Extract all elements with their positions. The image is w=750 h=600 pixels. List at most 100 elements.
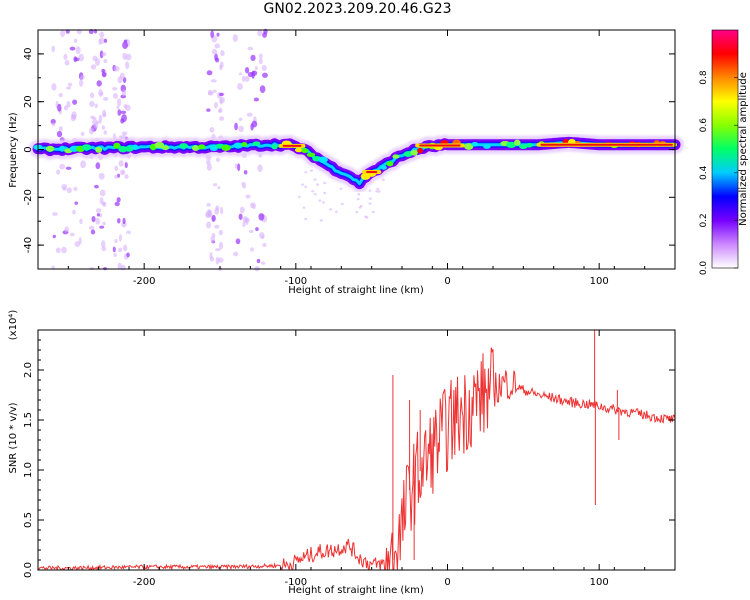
noise-speckle [238,72,243,76]
noise-speckle [257,164,263,173]
noise-speckle [334,210,338,213]
noise-speckle [237,163,241,172]
noise-speckle [66,101,71,108]
colorbar-tick-label: 0.8 [699,70,709,85]
top-y-tick-label: 20 [23,95,34,108]
noise-speckle [322,201,326,204]
noise-speckle [101,246,107,252]
noise-speckle [205,210,212,218]
top-y-tick-label: -40 [23,237,34,253]
spectral-ridge [29,133,684,193]
noise-speckle [206,203,211,207]
noise-speckle [124,104,131,111]
noise-speckle [241,75,246,83]
noise-speckle [261,64,267,72]
noise-speckle [357,192,361,196]
noise-speckle [252,202,256,210]
noise-speckle [258,53,263,59]
noise-speckle [64,59,70,66]
noise-speckle [90,229,96,235]
noise-speckle [96,213,100,217]
noise-speckle [51,122,56,127]
noise-speckle [118,160,124,167]
noise-speckle [232,34,238,42]
ridge-blob [154,141,165,149]
ridge-blob [386,161,394,167]
noise-speckle [121,89,127,97]
noise-speckle [259,85,266,94]
noise-speckle [368,197,372,200]
noise-speckle [339,187,343,190]
noise-speckle [210,235,215,243]
ridge-blob [233,142,244,149]
noise-speckle [319,219,323,222]
noise-speckle [99,189,106,197]
noise-speckle [316,183,320,186]
noise-speckle [365,216,369,219]
noise-speckle [91,216,96,223]
noise-speckle [238,125,244,133]
noise-speckle [72,209,76,215]
noise-speckle [126,230,132,235]
noise-speckle [102,97,109,101]
ridge-blob [306,152,316,157]
noise-speckle [209,251,213,260]
noise-speckle [218,229,223,236]
noise-speckle [377,190,381,193]
noise-speckle [73,38,78,43]
noise-speckle [99,31,105,38]
noise-speckle [217,257,224,263]
ridge-blob [179,143,189,149]
noise-speckle [219,61,224,68]
noise-speckle [206,108,211,112]
noise-speckle [59,163,66,170]
snr-plot-area [38,330,675,570]
ridge-blob [81,144,92,151]
noise-speckle [57,103,62,112]
noise-speckle [88,225,95,230]
noise-speckle [124,174,129,180]
noise-speckle [63,53,68,61]
noise-speckle [245,194,251,199]
noise-speckle [220,50,225,57]
noise-speckle [210,79,217,83]
noise-speckle [73,186,78,191]
noise-speckle [117,262,122,270]
noise-speckle [94,103,98,109]
noise-speckle [65,86,72,90]
noise-speckle [114,165,119,171]
noise-speckle [52,212,58,216]
noise-speckle [318,199,322,202]
top-x-axis-label: Height of straight line (km) [288,285,424,296]
noise-speckle [238,117,243,122]
noise-speckle [371,210,375,214]
ridge-blob [380,165,387,170]
ridge-blob [198,144,206,150]
noise-speckle [206,159,211,165]
ridge-blob [525,142,533,148]
colorbar-tick-label: 0.6 [699,118,709,133]
noise-speckle [98,38,102,46]
noise-speckle [209,127,215,133]
noise-speckle [92,55,98,62]
ridge-blob [392,154,400,159]
ridge-blob [191,145,200,151]
ridge-blob [252,141,261,146]
noise-speckle [96,120,102,124]
noise-speckle [79,79,84,87]
noise-speckle [102,201,106,206]
ridge-blob [271,144,278,150]
noise-speckle [116,105,120,110]
noise-speckle [101,68,105,73]
noise-speckle [220,206,224,215]
noise-speckle [242,221,246,228]
noise-speckle [323,181,327,185]
noise-speckle [258,213,265,221]
colorbar-label: Normalized spectral amplitude [738,72,749,226]
bottom-y-axis: 0.0 0.5 1.0 1.5 2.0 [23,339,675,578]
noise-speckle [80,75,85,80]
noise-speckle [80,131,85,136]
noise-speckle [89,100,95,108]
noise-speckle [359,204,363,208]
